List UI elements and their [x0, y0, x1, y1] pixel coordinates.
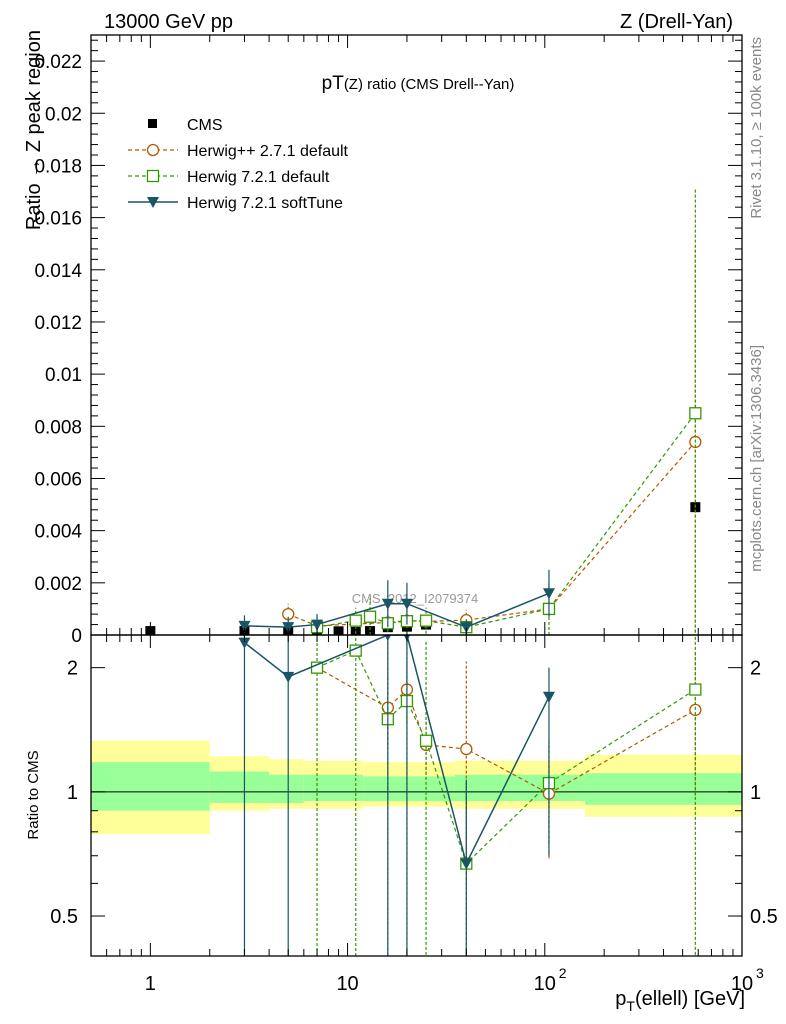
x-axis-label: pT(ellell) [GeV] [615, 988, 745, 1014]
ratio-data-point [238, 637, 251, 649]
main-data-point [349, 614, 362, 627]
ratio-band-inner [269, 774, 304, 803]
ratio-data-point [689, 683, 702, 696]
main-data-point [419, 614, 433, 627]
ratio-y-tick-label: 0.5 [50, 906, 78, 928]
ratio-y-tick-label-right: 1 [750, 782, 761, 804]
ratio-series-line [316, 649, 696, 865]
main-y-tick-label: 0.012 [34, 313, 82, 334]
ratio-band-inner [585, 773, 742, 805]
legend-marker-cms [148, 119, 157, 128]
chart-title-sub: (Z) ratio (CMS Drell--Yan) [344, 76, 515, 93]
main-y-tick-label: 0.02 [45, 104, 82, 125]
main-series-line [287, 441, 696, 627]
legend-label-cms: CMS [187, 117, 223, 134]
main-y-tick-label: 0.014 [34, 261, 82, 282]
watermark: CMS_2012_I2079374 [352, 591, 479, 606]
mcplots-label: mcplots.cern.ch [arXiv:1306.3436] [748, 345, 765, 572]
main-data-point [689, 407, 702, 420]
ratio-plot-frame [90, 634, 743, 957]
legend: CMS Herwig++ 2.7.1 default Herwig 7.2.1 … [128, 117, 349, 212]
legend-marker-herwigpp [146, 143, 160, 157]
ratio-data-point [460, 742, 473, 756]
main-y-tick-label: 0.008 [34, 417, 82, 438]
main-plot-series [145, 188, 702, 635]
x-tick-exponent: 3 [756, 965, 764, 981]
legend-marker-herwig721 [146, 169, 160, 183]
ratio-y-tick-label: 2 [67, 658, 78, 680]
header-left: 13000 GeV pp [104, 11, 233, 33]
ratio-series-line [243, 635, 550, 866]
ratio-data-point [282, 671, 295, 683]
legend-entry-herwigpp: Herwig++ 2.7.1 default [128, 143, 349, 160]
x-tick-label: 10 [534, 973, 556, 995]
ratio-band-inner [454, 774, 586, 802]
legend-label-herwigpp: Herwig++ 2.7.1 default [187, 143, 349, 160]
x-axis-label-main: p [615, 988, 626, 1010]
x-axis-label-sub: T [626, 998, 635, 1014]
chart-title: pT(Z) ratio (CMS Drell--Yan) [322, 73, 515, 94]
main-ylabel: Ratio → Z peak region [23, 30, 45, 230]
main-y-tick-label: 0.01 [45, 365, 82, 386]
rivet-label: Rivet 3.1.10, ≥ 100k events [748, 37, 765, 219]
main-y-tick-label: 0.016 [34, 209, 82, 230]
legend-label-softtune: Herwig 7.2.1 softTune [187, 195, 343, 212]
ratio-data-point [542, 691, 555, 703]
main-data-point [400, 598, 413, 610]
main-data-point [363, 610, 377, 623]
main-y-tick-label: 0 [71, 626, 82, 647]
ratio-band-inner [363, 776, 455, 802]
main-data-point [238, 620, 251, 632]
main-data-point [365, 626, 376, 635]
header-right: Z (Drell-Yan) [620, 11, 733, 33]
axes [90, 34, 743, 957]
x-tick-label: 1 [145, 973, 156, 995]
main-data-point [311, 619, 324, 631]
main-data-point [542, 588, 555, 600]
legend-entry-softtune: Herwig 7.2.1 softTune [128, 195, 343, 212]
tick-labels: 1 10 10 2 10 300.0020.0040.0060.0080.010.0120… [34, 52, 777, 995]
x-axis-label-tail: (ellell) [GeV] [635, 988, 745, 1010]
main-y-tick-label: 0.022 [34, 52, 82, 73]
legend-label-herwig721: Herwig 7.2.1 default [187, 169, 330, 186]
main-y-tick-label: 0.002 [34, 574, 82, 595]
ratio-data-point [419, 734, 433, 747]
legend-entry-herwig721: Herwig 7.2.1 default [128, 169, 330, 186]
main-data-point [381, 598, 394, 610]
ratio-data-point [384, 635, 392, 641]
main-y-tick-label: 0.004 [34, 522, 82, 543]
chart-title-main: pT [322, 73, 345, 94]
main-data-point [460, 622, 473, 634]
x-tick-label: 10 [336, 973, 358, 995]
x-tick-exponent: 2 [559, 965, 567, 981]
x-tick-label: 10 [731, 973, 753, 995]
legend-entry-cms: CMS [148, 117, 223, 134]
legend-marker-softtune [147, 197, 159, 208]
main-y-tick-label: 0.006 [34, 469, 82, 490]
main-data-point [282, 622, 295, 634]
main-y-tick-label: 0.018 [34, 156, 82, 177]
ratio-y-tick-label-right: 2 [750, 658, 761, 680]
ratio-y-tick-label-right: 0.5 [750, 906, 778, 928]
ratio-data-point [460, 858, 473, 870]
ratio-band-inner [209, 771, 270, 803]
ratio-band-inner [303, 774, 364, 802]
ratio-ylabel: Ratio to CMS [25, 750, 42, 839]
ratio-y-tick-label: 1 [67, 782, 78, 804]
ratio-band-inner [91, 762, 210, 811]
ratio-bands [91, 740, 742, 835]
